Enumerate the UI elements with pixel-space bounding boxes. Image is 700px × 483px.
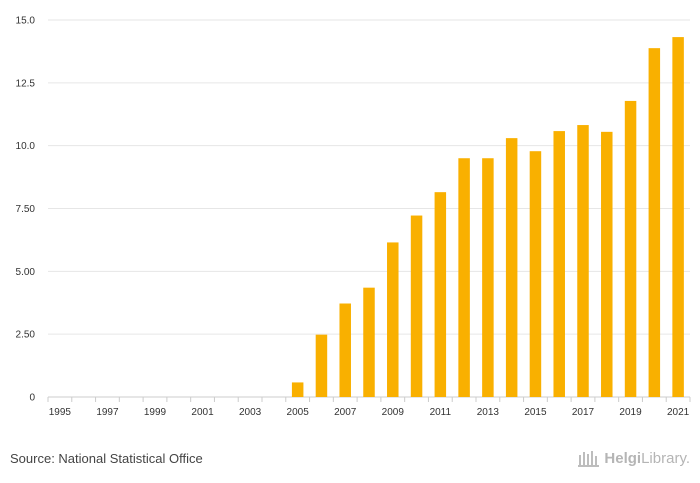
y-tick-label: 15.0 (16, 16, 36, 27)
y-tick-label: 10.0 (16, 141, 36, 152)
bar-2013[interactable] (482, 158, 494, 397)
bar-chart: 0 2.50 5.00 7.50 10.0 12.5 15.0 1995 1997 1999 20… (16, 16, 691, 418)
x-tick-label: 2017 (572, 407, 595, 418)
x-tick-label: 2003 (239, 407, 262, 418)
bar-2009[interactable] (387, 242, 399, 397)
x-tick-label: 2009 (382, 407, 405, 418)
x-tick-label: 2001 (191, 407, 214, 418)
bar-2018[interactable] (601, 131, 613, 398)
y-tick-label: 12.5 (16, 78, 36, 89)
x-tick-label: 2005 (287, 407, 310, 418)
y-tick-label: 2.50 (16, 330, 36, 341)
bar-2014[interactable] (505, 138, 518, 398)
x-tick-label: 2021 (667, 407, 690, 418)
x-tick-label: 2019 (619, 407, 642, 418)
x-tick-label: 2013 (477, 407, 500, 418)
bar-2021[interactable] (672, 37, 684, 397)
y-tick-label: 5.00 (16, 267, 36, 278)
bar-2012[interactable] (458, 158, 470, 397)
x-tick-label: 2011 (430, 407, 452, 418)
y-axis: 0 2.50 5.00 7.50 10.0 12.5 15.0 (16, 16, 36, 404)
helgi-library-logo[interactable]: Helgi Library. (578, 449, 690, 467)
x-tick-label: 1997 (96, 407, 119, 418)
x-tick-label: 2007 (334, 407, 357, 418)
grid-lines (48, 19, 690, 398)
bar-2020[interactable] (648, 48, 661, 398)
bars (291, 37, 684, 398)
y-tick-label: 7.50 (16, 204, 36, 215)
bar-2015[interactable] (529, 151, 542, 397)
library-icon (578, 451, 600, 467)
x-tick-label: 1995 (49, 407, 72, 418)
x-axis: 1995 1997 1999 2001 2003 2005 2007 2009 2011 2013… (47, 397, 691, 418)
x-tick-label: 1999 (144, 407, 167, 418)
bar-2005[interactable] (291, 382, 304, 397)
y-tick-label: 0 (29, 393, 35, 404)
bar-2008[interactable] (363, 287, 375, 397)
bar-2017[interactable] (577, 125, 589, 397)
bar-2006[interactable] (315, 334, 328, 397)
x-tick-label: 2015 (524, 407, 547, 418)
bar-2007[interactable] (339, 303, 351, 397)
source-note: Source: National Statistical Office (10, 451, 203, 466)
bar-2010[interactable] (410, 215, 423, 397)
brand-library: Library. (641, 449, 690, 467)
bar-2016[interactable] (553, 131, 565, 397)
bar-2019[interactable] (624, 100, 637, 398)
bar-2011[interactable] (434, 192, 447, 397)
brand-helgi: Helgi (604, 449, 642, 467)
